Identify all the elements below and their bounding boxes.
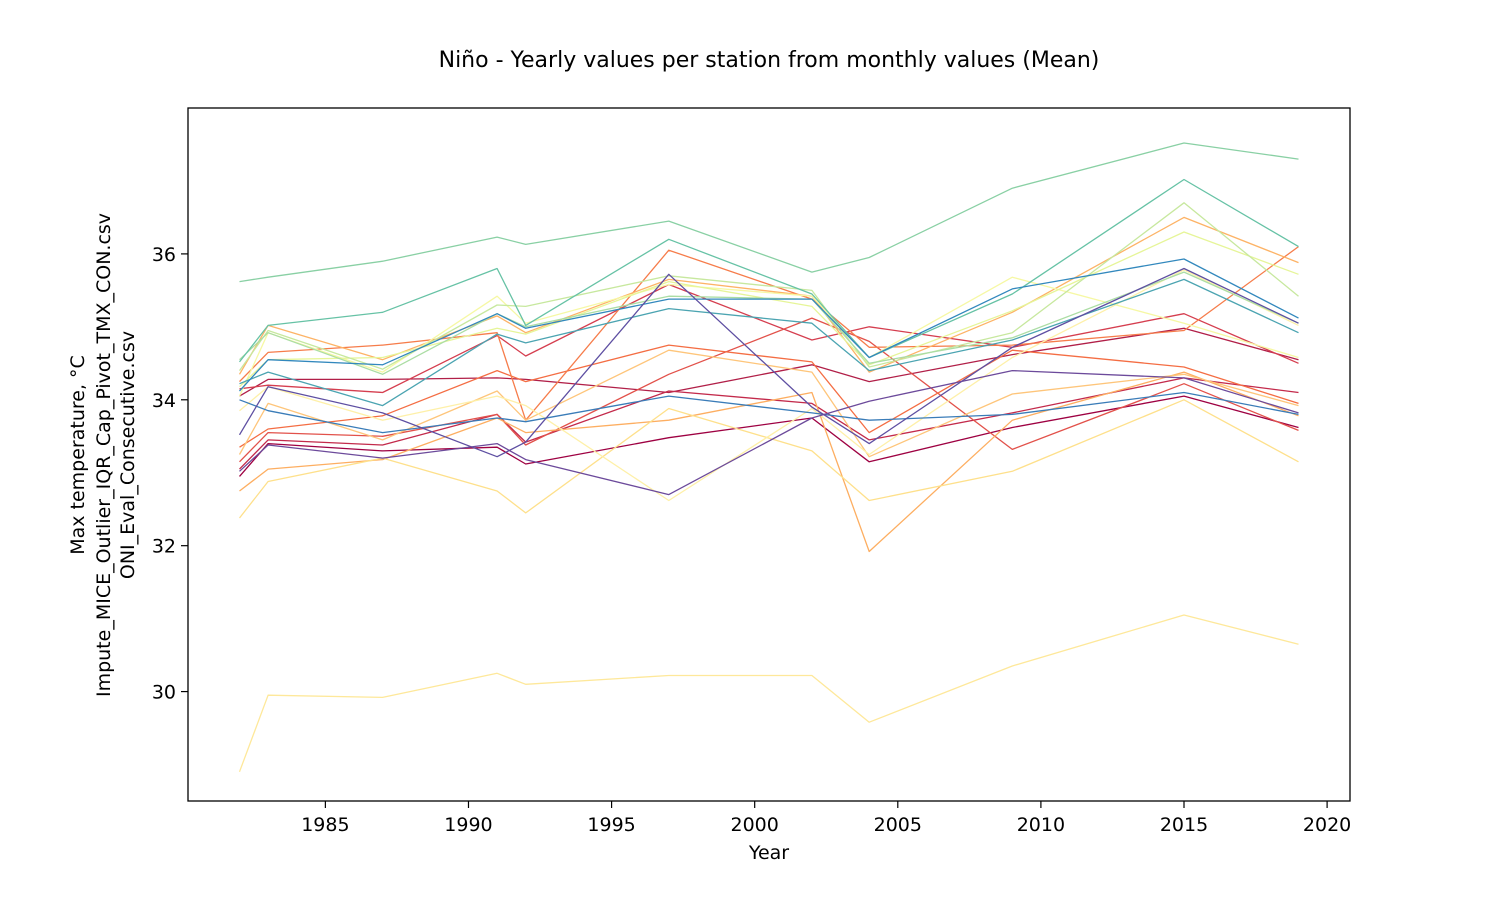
series-line-10 [238,349,1299,458]
series-line-1 [239,395,1299,477]
series-layer [238,142,1299,773]
x-tick-label: 1990 [444,814,492,836]
x-axis: 1985 1990 1995 2000 2005 2010 2015 2020 [301,801,1351,836]
series-line-3 [239,377,1299,470]
series-line-18 [239,142,1299,283]
series-line-21 [239,258,1299,392]
x-tick-label: 2010 [1017,814,1065,836]
plot-area-frame [187,107,1351,802]
y-axis-label-line-3: ONI_Eval_Consecutive.csv [117,331,139,579]
y-tick-label: 36 [152,244,176,266]
x-axis-label: Year [748,842,789,864]
series-line-20 [239,278,1299,407]
series-line-23 [238,267,1299,458]
series-line-24 [239,369,1299,496]
series-line-2 [239,327,1299,397]
x-tick-label: 1995 [587,814,635,836]
x-tick-label: 1985 [301,814,349,836]
series-line-19 [238,178,1299,363]
series-line-11 [238,399,1299,519]
series-line-13 [239,269,1299,502]
x-tick-label: 2000 [731,814,779,836]
series-line-12 [238,614,1299,773]
series-line-9 [238,216,1299,375]
x-tick-label: 2005 [874,814,922,836]
series-line-17 [239,271,1299,375]
x-tick-label: 2015 [1160,814,1208,836]
series-line-6 [239,344,1299,448]
chart-title: Niño - Yearly values per station from mo… [439,48,1100,73]
series-line-5 [239,317,1299,463]
series-line-15 [239,231,1299,388]
y-axis-label-line-1: Max temperature, °C [67,355,89,555]
y-tick-label: 34 [152,390,176,412]
x-tick-label: 2020 [1303,814,1351,836]
y-axis-label-line-2: Impute_MICE_Outlier_IQR_Cap_Pivot_TMX_CO… [93,213,115,697]
series-line-22 [239,391,1299,434]
series-line-16 [238,202,1299,371]
y-tick-label: 30 [152,682,176,704]
series-line-7 [239,246,1299,421]
y-tick-label: 32 [152,536,176,558]
series-line-8 [239,371,1299,553]
series-line-14 [238,276,1299,397]
y-axis: 30 32 34 36 [152,244,188,704]
